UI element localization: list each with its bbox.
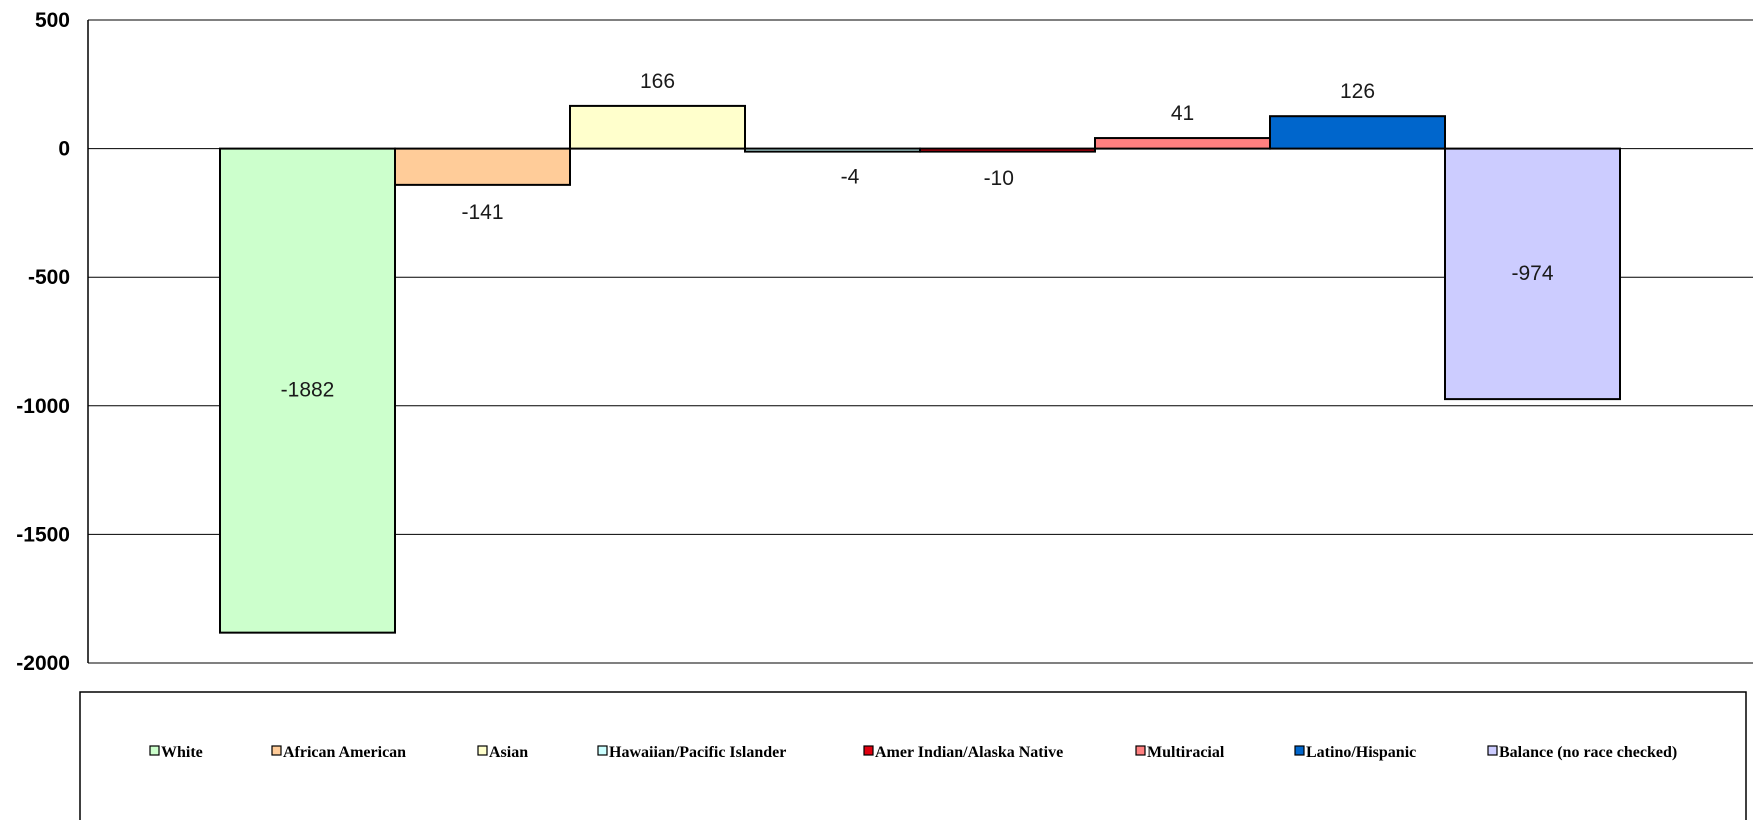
data-label: -1882 bbox=[281, 379, 335, 402]
legend-label: Amer Indian/Alaska Native bbox=[875, 744, 1063, 761]
y-tick-label: 0 bbox=[58, 138, 70, 161]
legend-swatch bbox=[863, 745, 874, 756]
legend-swatch bbox=[149, 745, 160, 756]
y-tick-label: -2000 bbox=[16, 652, 70, 675]
data-label: -974 bbox=[1511, 262, 1553, 285]
data-label: 166 bbox=[640, 70, 675, 93]
bar bbox=[569, 104, 746, 150]
data-label: -141 bbox=[461, 201, 503, 224]
legend-swatch bbox=[271, 745, 282, 756]
legend: White African American Asian Hawaiian/Pacif… bbox=[149, 744, 1677, 761]
legend-swatch bbox=[1487, 745, 1498, 756]
legend-label: African American bbox=[283, 744, 406, 761]
data-labels: -1882 -141 166 -4 -10 41 126 -974 bbox=[281, 70, 1554, 402]
legend-label: Asian bbox=[489, 744, 528, 761]
legend-box bbox=[79, 691, 1747, 820]
bar bbox=[919, 147, 1096, 153]
data-label: -4 bbox=[841, 166, 860, 189]
bar bbox=[744, 147, 921, 153]
legend-label: White bbox=[161, 744, 203, 761]
y-tick-label: 500 bbox=[35, 9, 70, 32]
y-tick-label: -1500 bbox=[16, 523, 70, 546]
bars bbox=[219, 104, 1621, 634]
bar bbox=[1444, 147, 1621, 401]
y-axis-ticks: 500 0 -500 -1000 -1500 -2000 bbox=[16, 9, 70, 675]
legend-swatch bbox=[597, 745, 608, 756]
bar bbox=[394, 147, 571, 186]
legend-label: Balance (no race checked) bbox=[1499, 744, 1677, 761]
legend-label: Multiracial bbox=[1147, 744, 1225, 761]
bar bbox=[1094, 137, 1271, 150]
legend-swatch bbox=[477, 745, 488, 756]
legend-label: Hawaiian/Pacific Islander bbox=[609, 744, 786, 761]
legend-swatch bbox=[1135, 745, 1146, 756]
bar bbox=[1269, 115, 1446, 150]
legend-swatch bbox=[1294, 745, 1305, 756]
data-label: 41 bbox=[1171, 102, 1194, 125]
y-tick-label: -500 bbox=[28, 266, 70, 289]
data-label: 126 bbox=[1340, 80, 1375, 103]
y-tick-label: -1000 bbox=[16, 395, 70, 418]
bar bbox=[219, 147, 396, 634]
legend-label: Latino/Hispanic bbox=[1306, 744, 1416, 761]
data-label: -10 bbox=[984, 167, 1014, 190]
